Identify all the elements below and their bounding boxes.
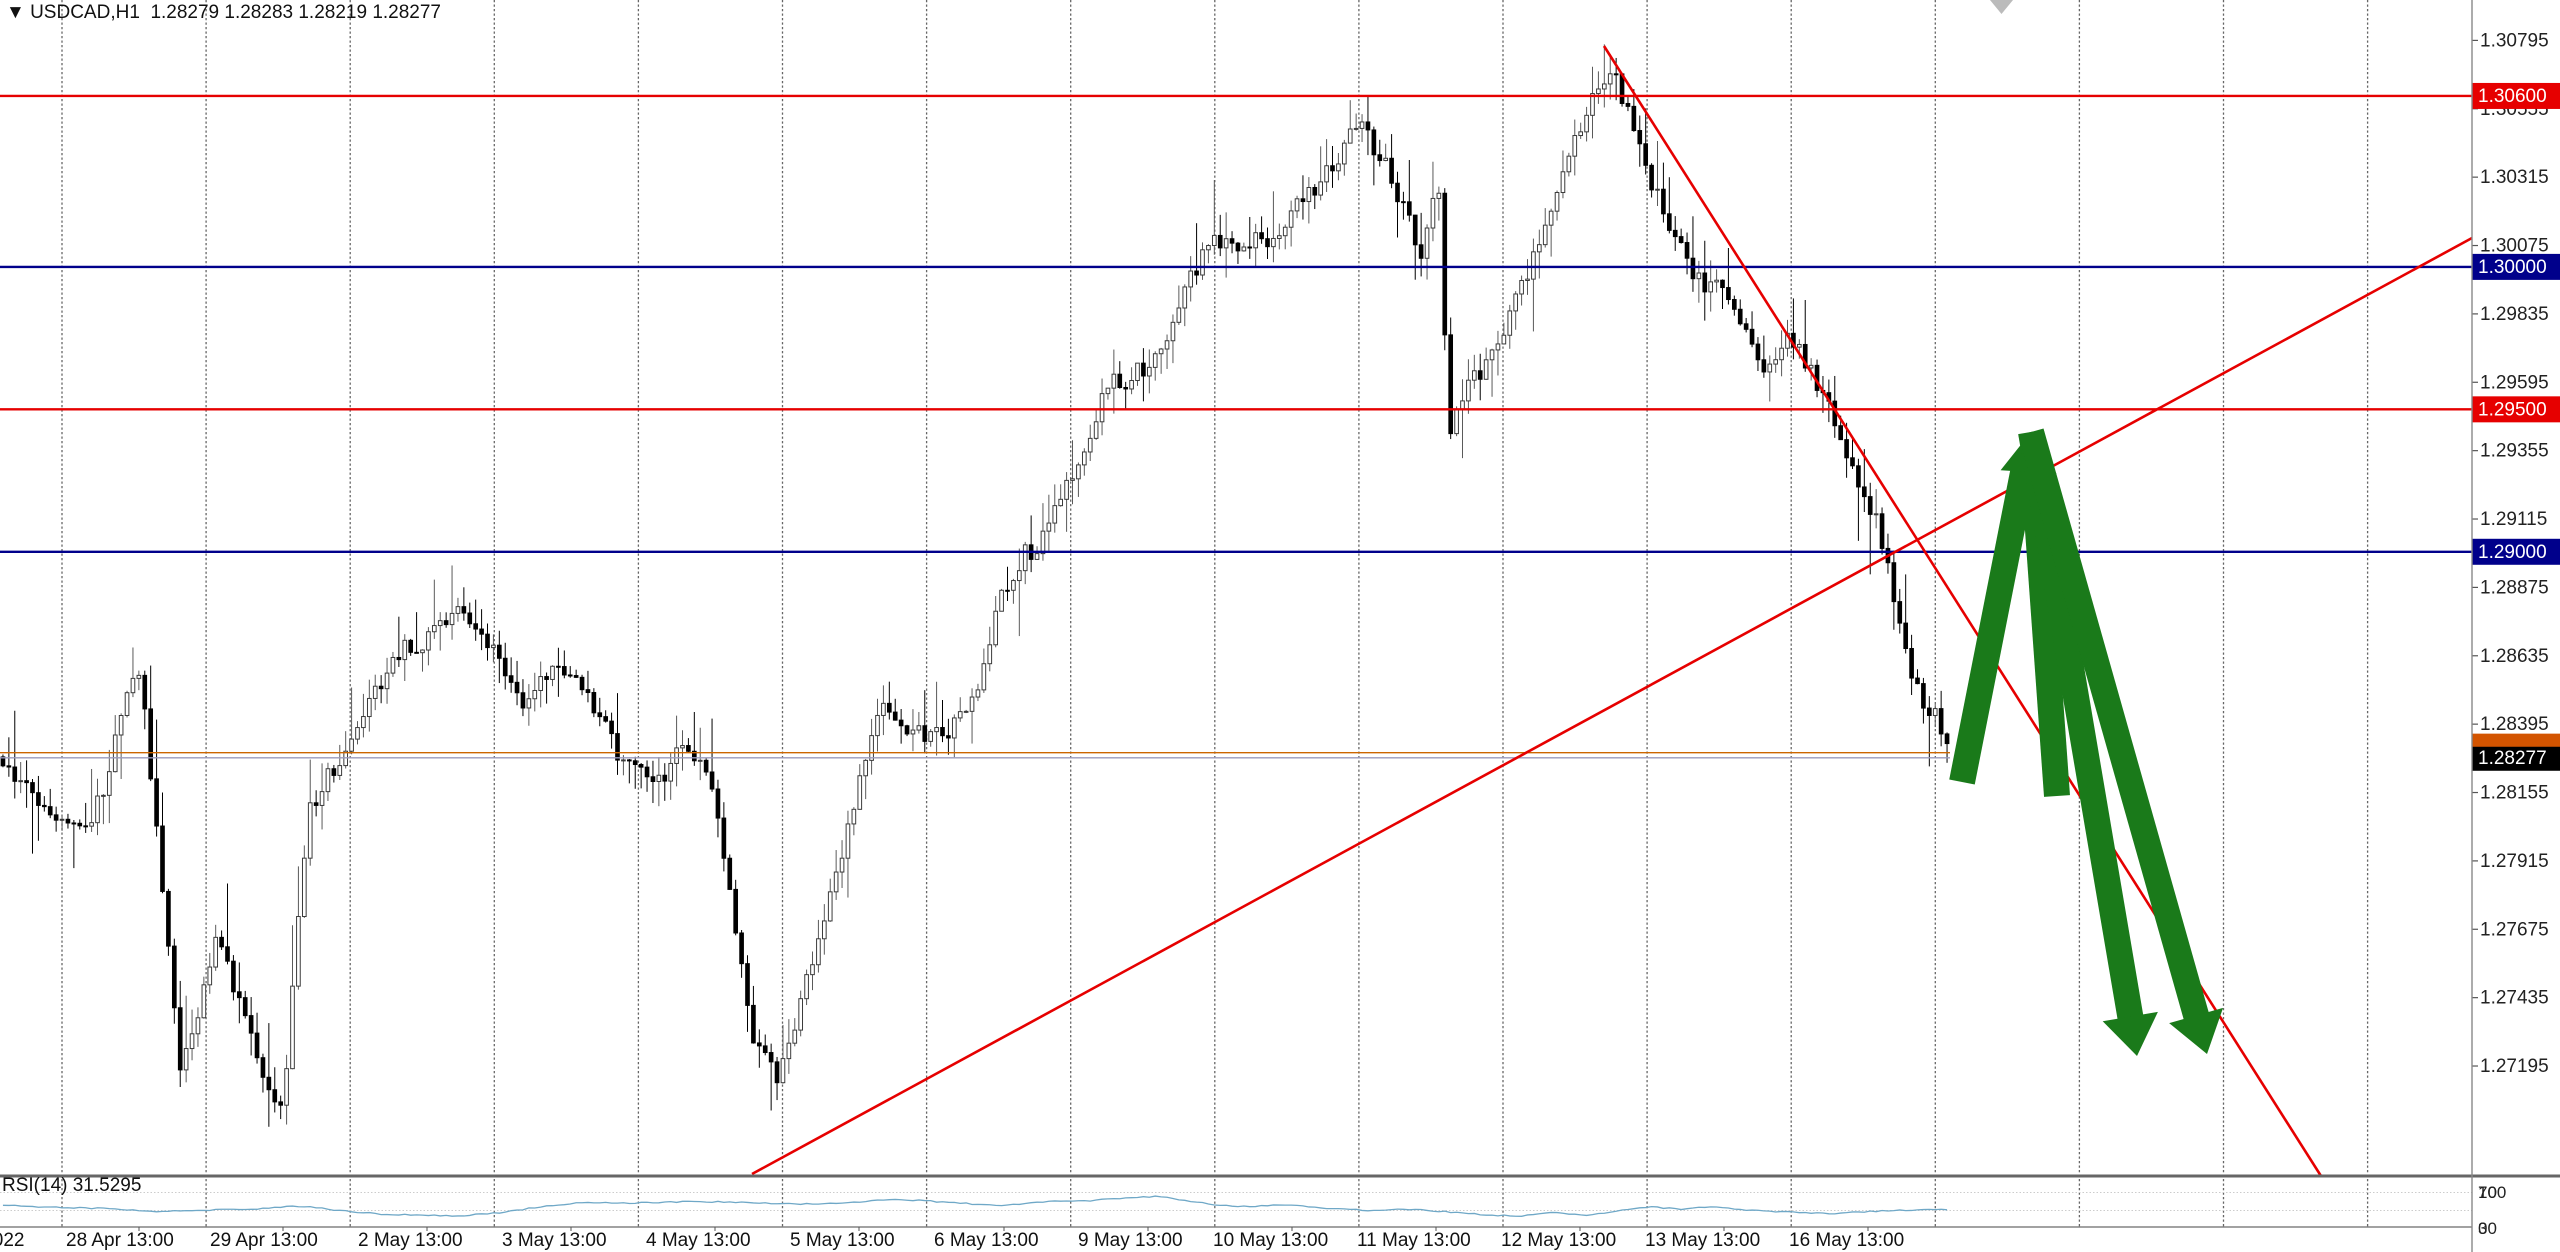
svg-text:1.27435: 1.27435 xyxy=(2480,988,2549,1009)
svg-text:1.27195: 1.27195 xyxy=(2480,1056,2549,1077)
svg-text:11 May 13:00: 11 May 13:00 xyxy=(1357,1230,1471,1251)
svg-text:1.29355: 1.29355 xyxy=(2480,441,2549,462)
svg-text:1.28155: 1.28155 xyxy=(2480,783,2549,804)
svg-text:6 May 13:00: 6 May 13:00 xyxy=(934,1230,1039,1251)
svg-text:1.28395: 1.28395 xyxy=(2480,714,2549,735)
svg-text:1.27675: 1.27675 xyxy=(2480,919,2549,940)
svg-text:1.30315: 1.30315 xyxy=(2480,167,2549,188)
svg-text:1.28875: 1.28875 xyxy=(2480,577,2549,598)
svg-text:27 Apr 2022: 27 Apr 2022 xyxy=(0,1230,24,1251)
svg-text:13 May 13:00: 13 May 13:00 xyxy=(1645,1230,1760,1251)
svg-text:12 May 13:00: 12 May 13:00 xyxy=(1501,1230,1616,1251)
svg-text:70: 70 xyxy=(2478,1183,2497,1202)
svg-text:30: 30 xyxy=(2478,1219,2497,1238)
svg-text:RSI(14) 31.5295: RSI(14) 31.5295 xyxy=(2,1175,141,1196)
svg-text:28 Apr 13:00: 28 Apr 13:00 xyxy=(66,1230,174,1251)
svg-text:1.29835: 1.29835 xyxy=(2480,304,2549,325)
svg-text:4 May 13:00: 4 May 13:00 xyxy=(646,1230,751,1251)
svg-text:3 May 13:00: 3 May 13:00 xyxy=(502,1230,607,1251)
svg-text:2 May 13:00: 2 May 13:00 xyxy=(358,1230,463,1251)
svg-text:1.27915: 1.27915 xyxy=(2480,851,2549,872)
svg-text:1.30075: 1.30075 xyxy=(2480,236,2549,257)
svg-text:1.28277: 1.28277 xyxy=(2478,748,2547,769)
svg-text:1.30795: 1.30795 xyxy=(2480,30,2549,51)
svg-text:1.30000: 1.30000 xyxy=(2478,257,2547,278)
svg-text:1.30600: 1.30600 xyxy=(2478,86,2547,107)
svg-text:1.29595: 1.29595 xyxy=(2480,372,2549,393)
svg-text:29 Apr 13:00: 29 Apr 13:00 xyxy=(210,1230,318,1251)
svg-text:5 May 13:00: 5 May 13:00 xyxy=(790,1230,895,1251)
svg-text:1.29115: 1.29115 xyxy=(2480,509,2547,530)
svg-text:16 May 13:00: 16 May 13:00 xyxy=(1789,1230,1904,1251)
svg-text:1.28635: 1.28635 xyxy=(2480,646,2549,667)
svg-text:10 May 13:00: 10 May 13:00 xyxy=(1213,1230,1328,1251)
svg-text:1.29500: 1.29500 xyxy=(2478,399,2547,420)
svg-text:1.29000: 1.29000 xyxy=(2478,542,2547,563)
svg-text:9 May 13:00: 9 May 13:00 xyxy=(1078,1230,1183,1251)
